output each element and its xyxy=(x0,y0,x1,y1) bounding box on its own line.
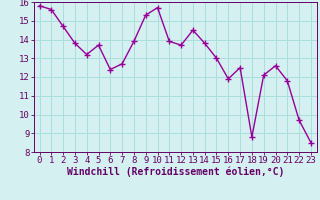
X-axis label: Windchill (Refroidissement éolien,°C): Windchill (Refroidissement éolien,°C) xyxy=(67,167,284,177)
